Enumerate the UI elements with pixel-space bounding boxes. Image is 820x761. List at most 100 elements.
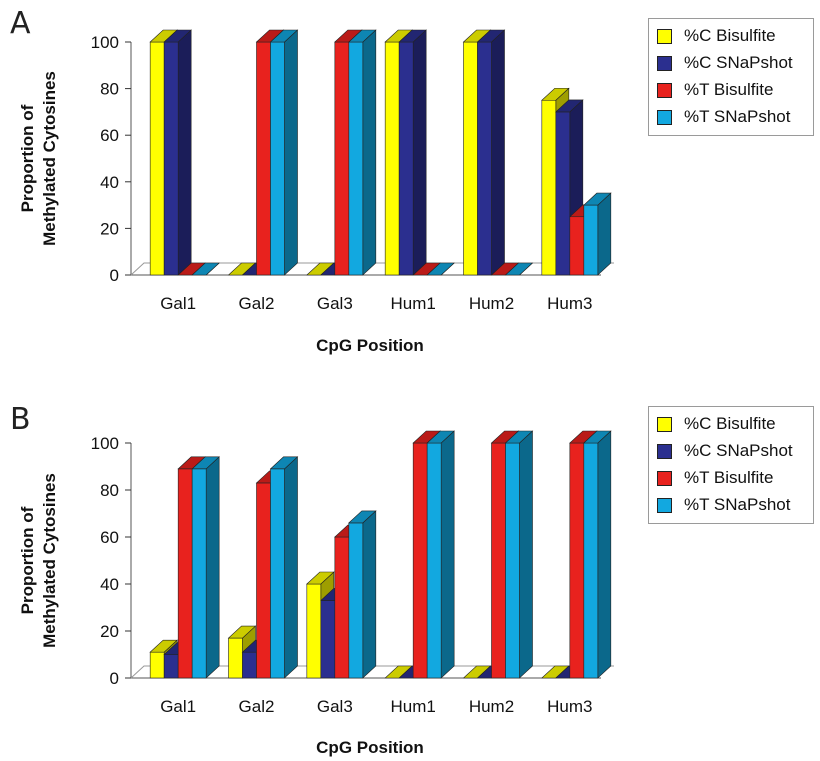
bar-top <box>504 262 534 276</box>
floor-line <box>130 665 614 679</box>
bar-chart-a: 0 20 40 60 80 100 Proportion of Methylated Cyto… <box>18 29 614 355</box>
bar-front <box>426 442 442 679</box>
floor-line <box>130 262 614 276</box>
bar <box>426 430 455 679</box>
legend-label: %T SNaPshot <box>684 107 791 126</box>
y-tick-label: 20 <box>100 219 119 238</box>
bar-side <box>440 430 455 679</box>
bar <box>504 262 534 276</box>
bar-top <box>191 456 220 470</box>
y-axis-label-line: Methylated Cytosines <box>40 473 59 648</box>
bar-front <box>228 637 243 679</box>
bar-top <box>426 262 455 276</box>
bar-side <box>284 29 298 276</box>
y-tick-label: 60 <box>100 528 119 547</box>
bar-front <box>163 654 179 679</box>
bar-front <box>569 216 585 276</box>
bar-front <box>348 41 364 276</box>
legend-label: %C Bisulfite <box>684 414 776 433</box>
bar-front <box>270 468 285 679</box>
y-tick-label: 40 <box>100 173 119 192</box>
legend-label: %T Bisulfite <box>684 80 774 99</box>
x-tick-label: Hum1 <box>390 294 435 313</box>
bar-top <box>191 262 220 276</box>
bar-top <box>541 87 570 101</box>
bar <box>398 29 427 276</box>
bar-front <box>555 111 571 276</box>
bar-top <box>306 571 335 585</box>
legend-swatch <box>657 470 672 486</box>
bar-top <box>149 639 178 653</box>
legend-label: %T Bisulfite <box>684 468 774 487</box>
bar-top <box>227 625 257 639</box>
y-tick-label: 100 <box>91 434 119 453</box>
bar-side <box>284 456 298 679</box>
bar-front <box>583 204 599 276</box>
legend-swatch <box>657 82 672 98</box>
legend-item: %C SNaPshot <box>657 441 793 461</box>
chart-panel-a: A 0 20 40 60 80 100 Proportion of Methylated Cy… <box>0 0 820 380</box>
x-tick-label: Gal3 <box>317 697 353 716</box>
legend-swatch <box>657 497 672 513</box>
legend: %C Bisulfite %C SNaPshot %T Bisulfite %T… <box>648 406 814 524</box>
bar-front <box>334 41 350 276</box>
bar-front <box>463 41 478 276</box>
y-axis-label-line: Proportion of <box>18 506 37 614</box>
x-tick-label: Gal1 <box>160 697 196 716</box>
bar-side <box>362 29 377 276</box>
bar <box>269 456 299 679</box>
bar <box>583 192 612 276</box>
bar-side <box>177 29 192 276</box>
legend-label: %T SNaPshot <box>684 495 791 514</box>
legend-item: %C Bisulfite <box>657 414 776 434</box>
bar <box>348 29 377 276</box>
bar-side <box>362 510 377 679</box>
bar <box>476 29 506 276</box>
y-axis-label-line: Proportion of <box>18 104 37 212</box>
bar-front <box>256 41 271 276</box>
bar-chart-b: 0 20 40 60 80 100 Proportion of Methylated Cyto… <box>18 430 614 757</box>
y-tick-label: 20 <box>100 622 119 641</box>
bar-top <box>269 29 299 43</box>
legend-swatch <box>657 28 672 44</box>
bar-top <box>348 29 377 43</box>
x-tick-label: Hum2 <box>469 294 514 313</box>
x-tick-label: Hum3 <box>547 697 592 716</box>
bars <box>149 29 612 276</box>
bar-top <box>398 29 427 43</box>
bar-front <box>583 442 599 679</box>
legend-swatch <box>657 416 672 432</box>
bars <box>149 430 612 679</box>
bar-front <box>505 442 520 679</box>
legend-label: %C SNaPshot <box>684 53 793 72</box>
bar <box>504 430 534 679</box>
bar-front <box>270 41 285 276</box>
bar <box>583 430 612 679</box>
y-tick-label: 60 <box>100 126 119 145</box>
legend-item: %C SNaPshot <box>657 53 793 73</box>
legend-swatch <box>657 55 672 71</box>
legend-swatch <box>657 109 672 125</box>
bar <box>163 29 192 276</box>
bar-top <box>426 430 455 444</box>
bar-side <box>597 430 612 679</box>
legend-label: %C Bisulfite <box>684 26 776 45</box>
legend-item: %T Bisulfite <box>657 468 773 488</box>
bar <box>348 510 377 679</box>
bar-front <box>569 442 585 679</box>
legend-label: %C SNaPshot <box>684 441 793 460</box>
bar-top <box>583 192 612 206</box>
bar-front <box>491 442 506 679</box>
bar-front <box>149 651 165 679</box>
y-tick-label: 100 <box>91 33 119 52</box>
bar-top <box>555 99 584 113</box>
bar-side <box>205 456 220 679</box>
x-tick-label: Gal3 <box>317 294 353 313</box>
legend-swatch <box>657 443 672 459</box>
legend: %C Bisulfite %C SNaPshot %T Bisulfite %T… <box>648 18 814 136</box>
bar-front <box>398 41 414 276</box>
bar-front <box>177 468 193 679</box>
bar-top <box>163 29 192 43</box>
bar-top <box>269 456 299 470</box>
bar-side <box>597 192 612 276</box>
